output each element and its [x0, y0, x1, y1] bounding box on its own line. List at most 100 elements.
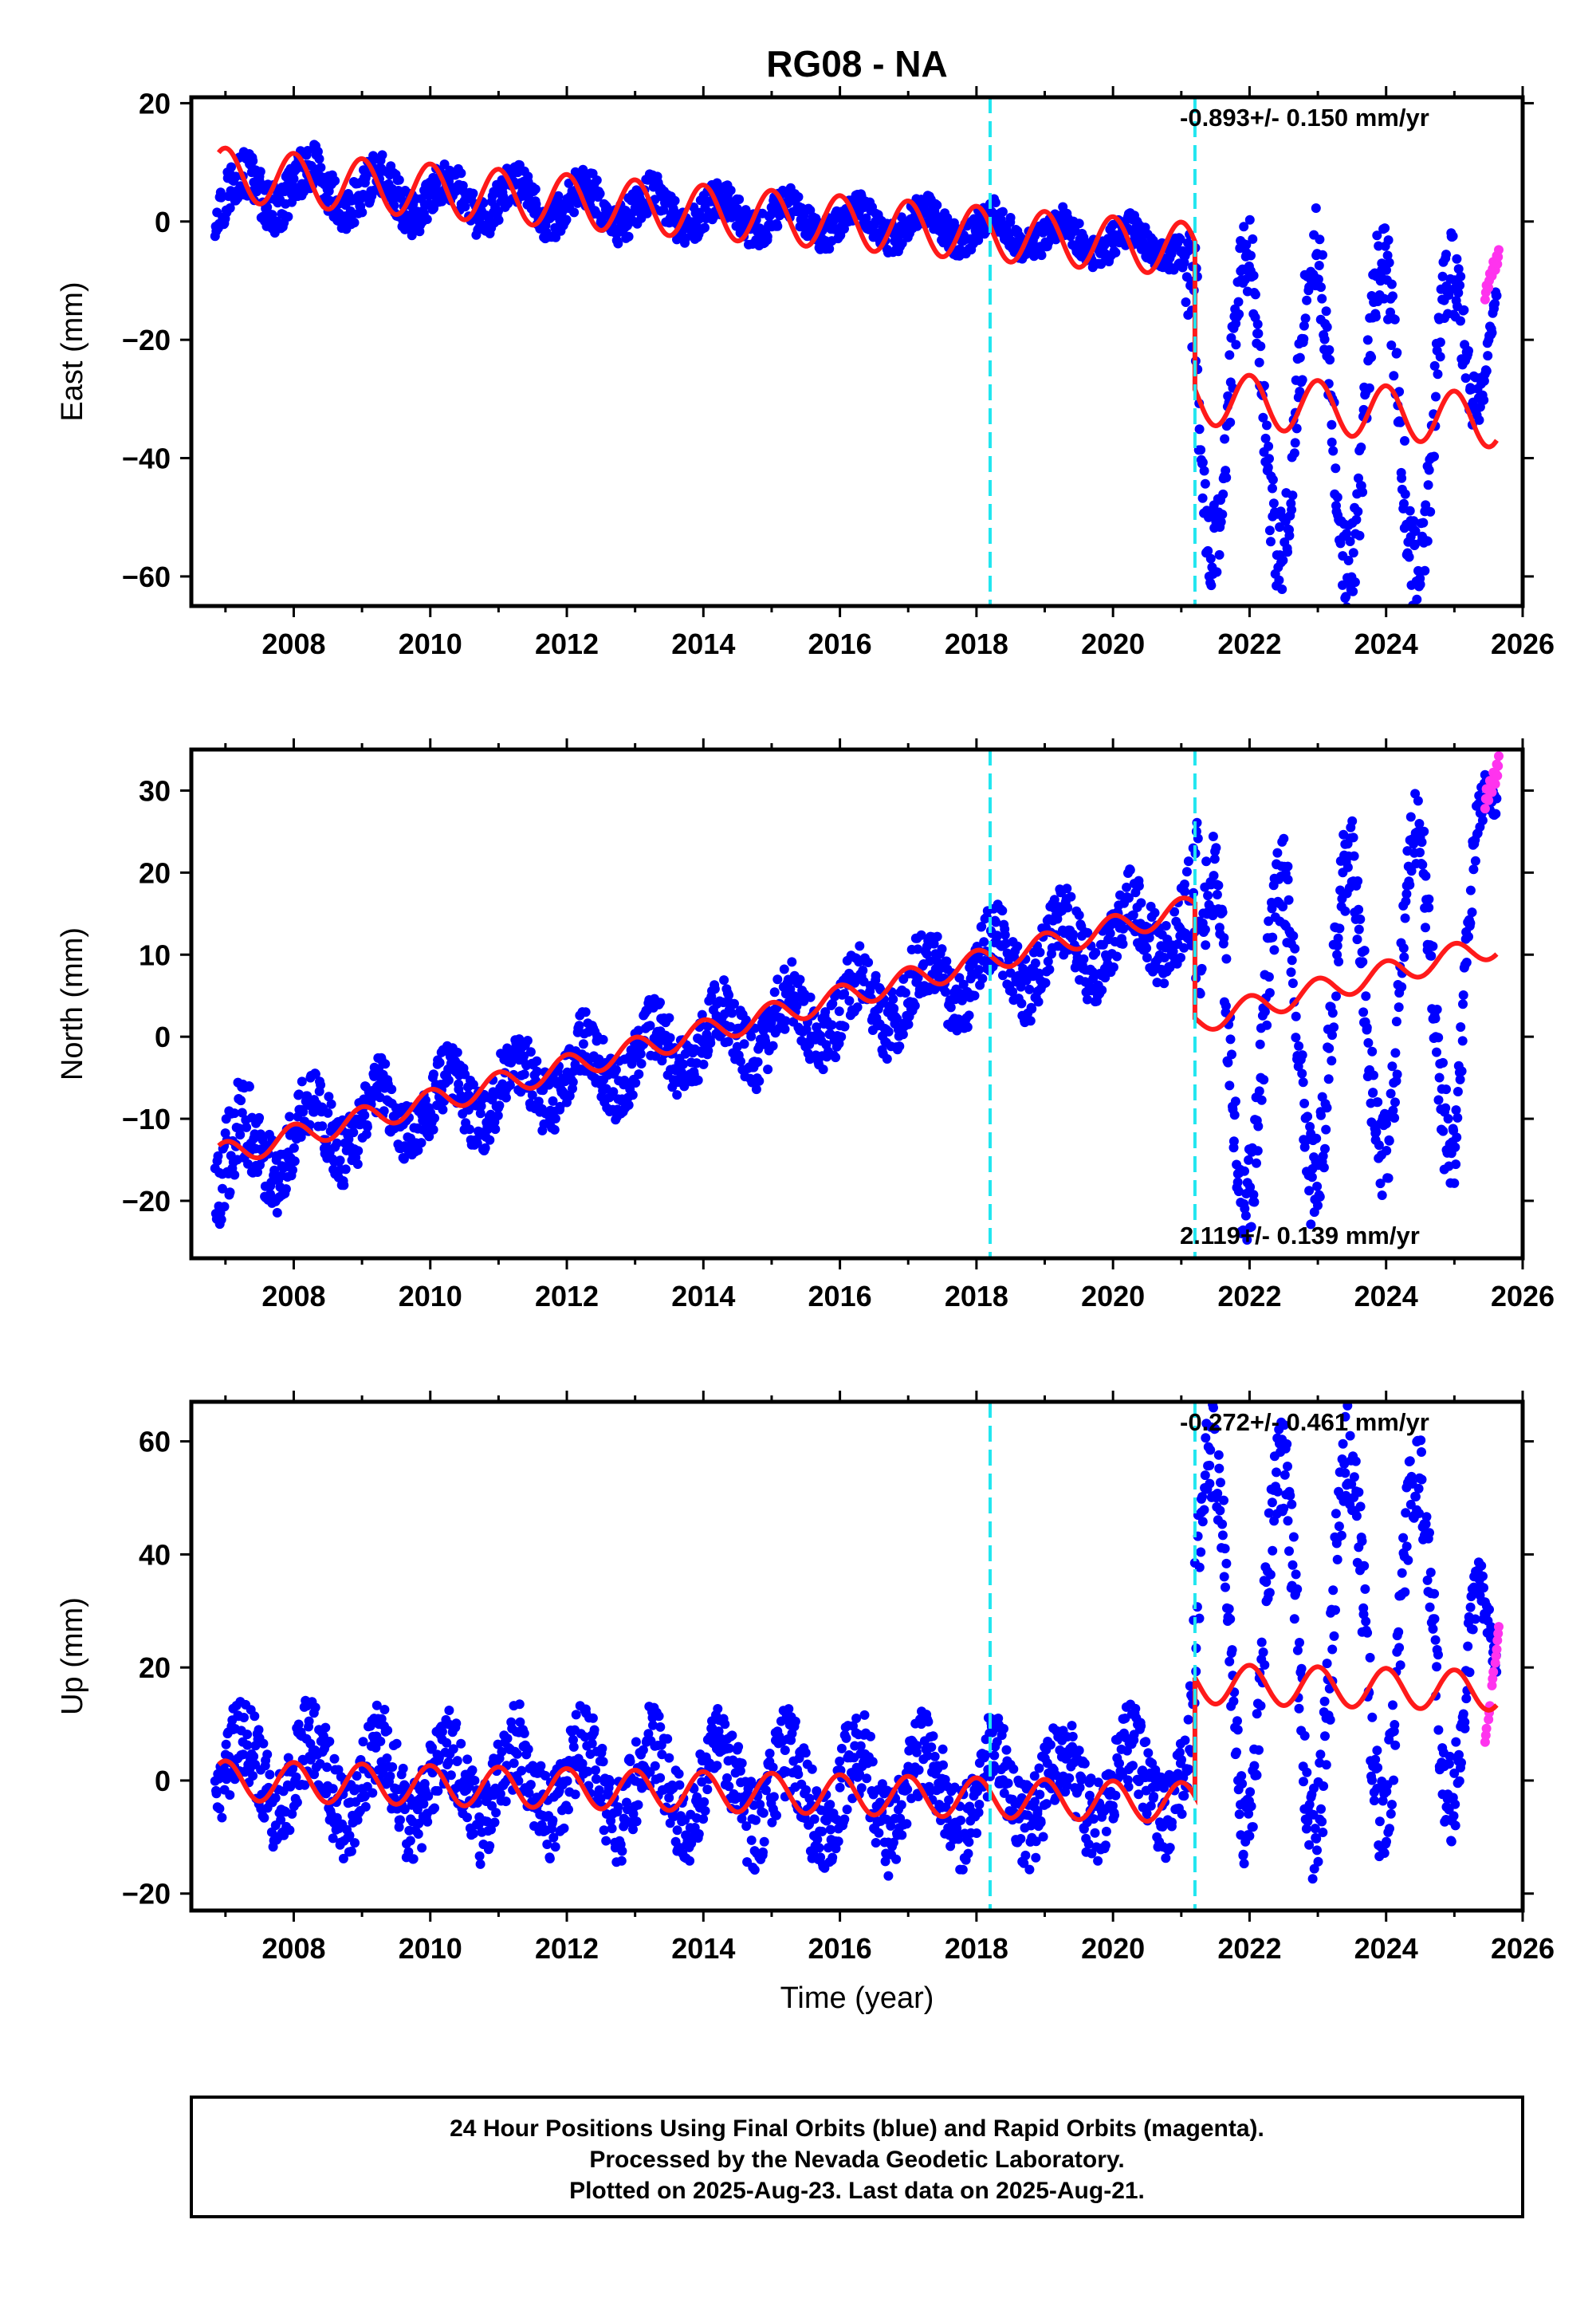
north-final-point	[1355, 914, 1366, 924]
north-final-point	[1451, 1105, 1461, 1116]
east-final-point	[1246, 250, 1256, 261]
east-final-point	[1254, 357, 1264, 368]
north-final-point	[1322, 1103, 1332, 1113]
north-final-point	[727, 1008, 737, 1018]
east-final-point	[1490, 298, 1500, 309]
north-final-point	[555, 1101, 565, 1112]
north-final-point	[1118, 923, 1129, 934]
east-final-point	[1203, 545, 1213, 556]
up-final-point	[239, 1713, 249, 1722]
east-final-point	[650, 195, 660, 205]
north-final-point	[723, 1037, 733, 1047]
north-final-point	[362, 1122, 372, 1132]
east-final-point	[1464, 346, 1473, 356]
north-final-point	[1384, 1135, 1394, 1146]
up-final-point	[862, 1773, 872, 1784]
east-final-point	[1435, 337, 1445, 348]
north-final-point	[1208, 911, 1218, 921]
up-final-point	[559, 1823, 569, 1833]
north-final-point	[785, 984, 796, 994]
up-final-point	[470, 1776, 480, 1785]
up-final-point	[541, 1770, 550, 1781]
north-final-point	[272, 1207, 282, 1218]
north-final-point	[1255, 1039, 1265, 1049]
east-final-point	[394, 175, 404, 185]
east-final-point	[1383, 235, 1394, 246]
north-final-point	[1433, 1033, 1444, 1043]
east-final-point	[1199, 466, 1209, 476]
up-final-point	[276, 1815, 286, 1825]
north-final-point	[1240, 1210, 1251, 1221]
up-final-point	[835, 1756, 845, 1766]
north-final-point	[1354, 904, 1364, 915]
north-final-point	[1112, 951, 1122, 962]
north-final-point	[1390, 1048, 1401, 1058]
north-final-point	[1456, 1022, 1466, 1032]
east-final-point	[1364, 383, 1374, 393]
east-final-point	[1295, 352, 1305, 363]
north-x-tick-label: 2018	[945, 1280, 1008, 1312]
up-final-point	[254, 1725, 264, 1735]
east-final-point	[1370, 312, 1381, 322]
east-final-point	[990, 198, 1000, 207]
north-final-point	[353, 1146, 364, 1156]
up-final-point	[699, 1796, 710, 1807]
north-final-point	[1159, 978, 1169, 989]
north-final-point	[1458, 999, 1468, 1009]
north-final-point	[1333, 933, 1343, 943]
north-final-point	[1362, 1022, 1372, 1033]
up-final-point	[512, 1749, 522, 1759]
north-final-point	[636, 1059, 647, 1068]
north-rapid-orbits-series	[1480, 751, 1504, 814]
up-final-point	[664, 1793, 674, 1803]
north-final-point	[1458, 990, 1468, 1000]
up-final-point	[589, 1725, 599, 1735]
east-final-point	[1353, 506, 1363, 517]
north-x-tick-label: 2016	[808, 1280, 872, 1312]
east-final-point	[1474, 415, 1484, 425]
east-final-point	[1404, 552, 1414, 562]
north-final-point	[1434, 1072, 1445, 1083]
north-final-point	[1286, 967, 1296, 978]
north-final-point	[1373, 1097, 1383, 1108]
north-final-point	[549, 1124, 560, 1135]
north-final-point	[1159, 953, 1169, 962]
east-final-point	[1317, 293, 1327, 304]
north-final-point	[913, 973, 923, 983]
east-final-point	[541, 220, 551, 230]
up-final-point	[622, 1797, 631, 1808]
east-final-point	[230, 171, 241, 182]
east-final-point	[1388, 291, 1397, 301]
up-final-point	[737, 1813, 747, 1824]
north-final-point	[428, 1124, 438, 1135]
north-final-point	[645, 1021, 655, 1031]
east-final-point	[1313, 274, 1323, 285]
north-final-point	[1272, 848, 1283, 858]
north-final-point	[438, 1104, 448, 1115]
north-final-point	[1331, 991, 1341, 1002]
up-final-point	[304, 1716, 314, 1726]
north-final-point	[317, 1121, 328, 1131]
east-x-tick-label: 2022	[1217, 628, 1281, 660]
north-final-point	[1451, 1159, 1461, 1170]
east-final-point	[734, 195, 745, 204]
north-final-point	[1311, 1133, 1322, 1143]
east-final-point	[1264, 454, 1274, 464]
north-final-point	[519, 1051, 529, 1061]
up-final-point	[482, 1816, 492, 1827]
east-final-point	[1342, 529, 1352, 539]
east-final-point	[1392, 348, 1402, 358]
north-final-point	[1400, 913, 1410, 923]
north-final-point	[468, 1080, 478, 1090]
east-final-point	[1221, 466, 1231, 476]
east-final-point	[1214, 549, 1225, 560]
up-final-point	[761, 1785, 771, 1796]
north-final-point	[1035, 947, 1045, 958]
north-final-point	[1321, 1124, 1331, 1135]
north-final-point	[1287, 978, 1298, 989]
east-final-point	[1338, 580, 1347, 590]
up-final-point	[456, 1738, 466, 1749]
east-y-tick-label: −40	[122, 443, 171, 475]
north-plot-area	[210, 750, 1504, 1258]
up-final-point	[346, 1846, 356, 1856]
